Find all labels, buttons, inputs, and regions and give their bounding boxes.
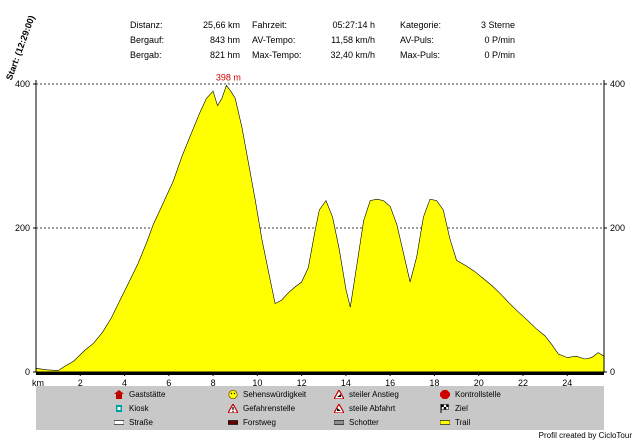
legend-panel: Gaststätte Sehenswürdigkeit steiler Anst… — [36, 386, 604, 430]
fahrzeit-label: Fahrzeit: — [252, 20, 288, 30]
x-tick-label-20: 20 — [474, 378, 484, 388]
legend-ziel-label: Ziel — [455, 404, 468, 413]
elevation-area — [35, 84, 605, 373]
x-tick-label-6: 6 — [166, 378, 171, 388]
bergab-value: 821 hm — [209, 50, 240, 60]
legend-gefahrenstelle: Gefahrenstelle — [226, 402, 296, 414]
y-tick-label-right-400: 400 — [610, 79, 625, 89]
avtempo-label: AV-Tempo: — [252, 35, 296, 45]
legend-sehenswuerdigkeit-label: Sehenswürdigkeit — [243, 390, 307, 399]
stop-sign-icon — [440, 390, 450, 399]
kategorie-label: Kategorie: — [400, 20, 442, 30]
x-tick-label-24: 24 — [562, 378, 572, 388]
smiley-icon — [228, 389, 238, 400]
distanz-label: Distanz: — [130, 20, 163, 30]
legend-sehenswuerdigkeit: Sehenswürdigkeit — [228, 389, 307, 400]
legend-gefahrenstelle-label: Gefahrenstelle — [243, 404, 296, 413]
x-tick-label-4: 4 — [122, 378, 127, 388]
legend-kontrollstelle: Kontrollstelle — [440, 390, 501, 399]
distanz-value: 25,66 km — [202, 20, 240, 30]
bergab-label: Bergab: — [130, 50, 162, 60]
x-tick-label-2: 2 — [78, 378, 83, 388]
legend-forstweg-label: Forstweg — [243, 418, 276, 427]
legend-gaststaette-label: Gaststätte — [129, 390, 166, 399]
legend-forstweg: Forstweg — [227, 418, 276, 427]
y-tick-label-left-200: 200 — [15, 223, 30, 233]
bergauf-value: 843 hm — [209, 35, 240, 45]
legend-steiler-anstieg: steiler Anstieg — [332, 388, 399, 400]
legend-kiosk-label: Kiosk — [129, 404, 149, 413]
legend-steile-abfahrt-label: steile Abfahrt — [349, 404, 396, 413]
house-icon — [114, 390, 124, 399]
axes-layer — [33, 80, 607, 376]
y-tick-label-right-0: 0 — [610, 367, 615, 377]
avpuls-label: AV-Puls: — [400, 35, 434, 45]
legend-strasse: Straße — [113, 418, 154, 427]
kategorie-value: 3 Sterne — [480, 20, 515, 30]
forest-road-swatch-icon — [227, 418, 239, 427]
surface-strip — [36, 372, 604, 375]
x-axis-unit-label: km — [32, 378, 44, 388]
warning-up-icon — [332, 388, 346, 400]
maxtempo-label: Max-Tempo: — [252, 50, 302, 60]
y-tick-label-left-0: 0 — [25, 367, 30, 377]
x-tick-label-16: 16 — [385, 378, 395, 388]
legend-gaststaette: Gaststätte — [114, 390, 165, 399]
legend-strasse-label: Straße — [129, 418, 154, 427]
warning-icon — [226, 402, 240, 414]
road-swatch-icon — [113, 418, 125, 427]
avpuls-value: 0 P/min — [484, 35, 515, 45]
x-tick-label-12: 12 — [297, 378, 307, 388]
finish-flag-icon — [440, 404, 450, 413]
legend-trail-label: Trail — [455, 418, 471, 427]
y-tick-label-right-200: 200 — [610, 223, 625, 233]
legend-schotter: Schotter — [333, 418, 379, 427]
stats-panel: Distanz: 25,66 km Bergauf: 843 hm Bergab… — [0, 20, 640, 65]
bergauf-label: Bergauf: — [130, 35, 165, 45]
warning-down-icon — [332, 402, 346, 414]
x-tick-label-10: 10 — [252, 378, 262, 388]
credit-text: Profil created by CicloTour — [538, 431, 632, 440]
x-tick-label-18: 18 — [429, 378, 439, 388]
avtempo-value: 11,58 km/h — [331, 35, 375, 45]
legend-kiosk: Kiosk — [114, 404, 149, 413]
maxtempo-value: 32,40 km/h — [330, 50, 375, 60]
x-tick-label-14: 14 — [341, 378, 351, 388]
fahrzeit-value: 05:27:14 h — [332, 20, 375, 30]
grid-layer — [36, 83, 604, 229]
x-tick-label-8: 8 — [211, 378, 216, 388]
legend-steile-abfahrt: steile Abfahrt — [332, 402, 396, 414]
y-tick-label-left-400: 400 — [15, 79, 30, 89]
peak-label: 398 m — [216, 72, 241, 82]
legend-schotter-label: Schotter — [349, 418, 379, 427]
legend-trail: Trail — [439, 418, 471, 427]
legend-ziel: Ziel — [440, 404, 468, 413]
maxpuls-value: 0 P/min — [484, 50, 515, 60]
legend-kontrollstelle-label: Kontrollstelle — [455, 390, 501, 399]
maxpuls-label: Max-Puls: — [400, 50, 441, 60]
gravel-swatch-icon — [333, 418, 345, 427]
x-tick-label-22: 22 — [518, 378, 528, 388]
legend-steiler-anstieg-label: steiler Anstieg — [349, 390, 399, 399]
cup-icon — [114, 404, 124, 413]
trail-swatch-icon — [439, 418, 451, 427]
